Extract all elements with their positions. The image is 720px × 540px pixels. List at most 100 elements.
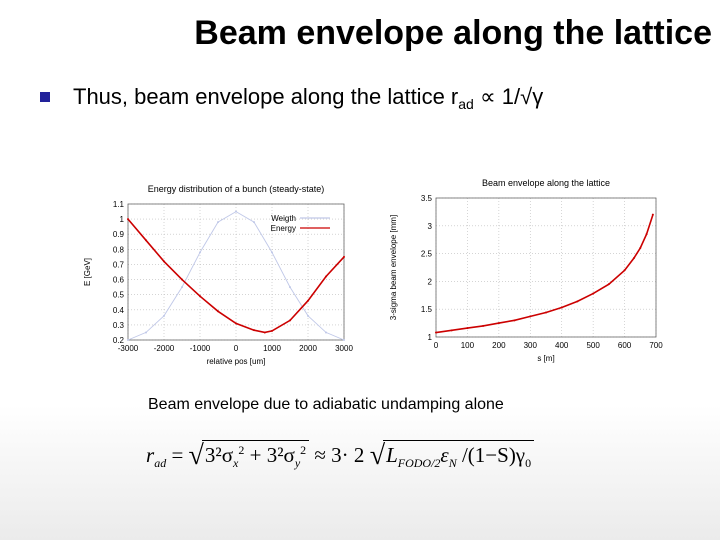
data-point (127, 339, 129, 341)
formula-term1: 3²σ (204, 443, 234, 467)
formula-approx: ≈ 3· 2 (309, 443, 370, 467)
formula-term2: 3²σ (266, 443, 295, 467)
x-tick-label: 0 (434, 341, 439, 350)
data-point (145, 239, 147, 242)
data-point (435, 331, 437, 334)
data-point (217, 221, 219, 224)
data-point (466, 327, 469, 330)
legend-label: Weigth (271, 214, 296, 223)
y-tick-label: 0.6 (113, 276, 125, 285)
data-point (639, 247, 642, 250)
envelope-formula: rad = √3²σx2 + 3²σy2 ≈ 3· 2 √LFODO/2εN /… (146, 440, 535, 472)
formula-sqrt-2: LFODO/2εN /(1−S)γ0 (383, 440, 535, 471)
x-tick-label: -3000 (118, 344, 139, 353)
y-tick-label: 0.8 (113, 245, 125, 254)
x-tick-label: 1000 (263, 344, 281, 353)
chart-caption: Beam envelope due to adiabatic undamping… (148, 396, 504, 413)
data-point (529, 315, 532, 318)
y-tick-label: 2.5 (421, 250, 433, 259)
chart-title: Energy distribution of a bunch (steady-s… (148, 184, 325, 194)
data-point (253, 221, 255, 224)
data-point (545, 311, 547, 314)
x-tick-label: 3000 (335, 344, 353, 353)
y-axis-label: E [GeV] (83, 258, 92, 286)
data-point (271, 251, 273, 254)
data-point (217, 310, 219, 313)
chart-title: Beam envelope along the lattice (482, 178, 610, 188)
sqrt-sign-2-icon: √ (369, 440, 386, 471)
y-tick-label: 3.5 (421, 194, 433, 203)
legend-label: Energy (271, 224, 296, 233)
x-tick-label: 0 (234, 344, 239, 353)
data-point (199, 251, 201, 254)
y-tick-label: 0.4 (113, 306, 125, 315)
square-bullet-icon (40, 92, 50, 102)
formula-eps-sub: N (448, 456, 457, 471)
y-tick-label: 3 (428, 222, 433, 231)
energy-distribution-chart: Energy distribution of a bunch (steady-s… (83, 184, 353, 366)
plot-frame (435, 197, 657, 338)
data-point (181, 286, 183, 289)
data-point (325, 331, 327, 334)
y-tick-label: 2 (428, 277, 433, 286)
x-tick-label: 100 (461, 341, 475, 350)
data-point (271, 329, 273, 332)
data-point (513, 319, 516, 322)
formula-sqrt-1: 3²σx2 + 3²σy2 (201, 440, 310, 471)
series-line-1 (127, 218, 345, 334)
data-point (607, 283, 610, 286)
data-point (163, 314, 165, 317)
data-point (645, 233, 648, 236)
y-tick-label: 0.7 (113, 260, 125, 269)
data-point (307, 314, 309, 317)
x-tick-label: 200 (492, 341, 506, 350)
data-point (343, 339, 345, 341)
formula-lhs-sub: ad (154, 456, 167, 471)
y-tick-label: 0.3 (113, 321, 125, 330)
y-tick-label: 1 (428, 333, 433, 342)
formula-L-sub: FODO/2 (397, 456, 441, 471)
data-point (450, 329, 453, 332)
data-point (181, 278, 183, 281)
data-point (623, 269, 626, 272)
formula-tail-sub: 0 (525, 456, 532, 471)
data-point (497, 322, 500, 325)
y-tick-label: 0.2 (113, 336, 125, 345)
data-point (482, 324, 485, 327)
x-tick-label: 700 (649, 341, 663, 350)
data-point (325, 275, 327, 278)
slide-title: Beam envelope along the lattice (194, 14, 712, 52)
bullet-main: Thus, beam envelope along the lattice r (73, 84, 459, 109)
y-tick-label: 0.5 (113, 291, 125, 300)
data-point (592, 292, 595, 295)
data-point (343, 255, 345, 258)
data-point (633, 257, 635, 260)
y-tick-label: 1.1 (113, 200, 125, 209)
data-point (163, 260, 165, 263)
data-point (235, 210, 237, 213)
data-point (307, 299, 309, 302)
x-tick-label: 400 (555, 341, 569, 350)
x-tick-label: 300 (524, 341, 538, 350)
data-point (289, 319, 291, 322)
formula-tail: /(1−S)γ (456, 443, 526, 467)
x-tick-label: 2000 (299, 344, 317, 353)
formula-term2-sub: y (294, 456, 301, 471)
data-point (253, 329, 255, 332)
data-point (576, 300, 579, 303)
y-tick-label: 0.9 (113, 230, 125, 239)
plot-frame (127, 203, 345, 341)
data-point (145, 331, 147, 334)
x-axis-label: relative pos [um] (207, 357, 266, 366)
x-tick-label: 500 (586, 341, 600, 350)
data-point (235, 322, 237, 325)
beam-envelope-chart: Beam envelope along the lattice 0 100 200 30… (389, 178, 663, 363)
x-axis-label: s [m] (537, 354, 554, 363)
data-point (263, 331, 266, 334)
formula-term1-sup: 2 (238, 443, 245, 457)
data-point (651, 213, 654, 216)
y-tick-label: 1.5 (421, 305, 433, 314)
sqrt-sign-icon: √ (188, 440, 204, 471)
formula-plus: + (244, 443, 267, 467)
data-point (127, 218, 129, 221)
